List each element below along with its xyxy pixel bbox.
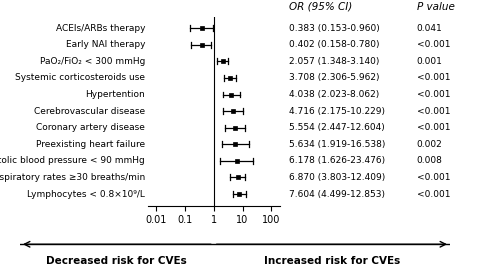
Text: 4.038 (2.023-8.062): 4.038 (2.023-8.062)	[289, 90, 379, 99]
Text: 0.001: 0.001	[417, 57, 442, 66]
Text: Systolic blood pressure < 90 mmHg: Systolic blood pressure < 90 mmHg	[0, 156, 145, 165]
Text: Hypertention: Hypertention	[85, 90, 145, 99]
Text: P value: P value	[417, 2, 455, 12]
Text: <0.001: <0.001	[417, 90, 450, 99]
Text: <0.001: <0.001	[417, 40, 450, 49]
Text: <0.001: <0.001	[417, 190, 450, 198]
Text: <0.001: <0.001	[417, 107, 450, 116]
Text: 0.002: 0.002	[417, 140, 442, 149]
Text: Early NAI therapy: Early NAI therapy	[66, 40, 145, 49]
Text: ACEIs/ARBs therapy: ACEIs/ARBs therapy	[56, 24, 145, 33]
Text: 7.604 (4.499-12.853): 7.604 (4.499-12.853)	[289, 190, 385, 198]
Text: PaO₂/FiO₂ < 300 mmHg: PaO₂/FiO₂ < 300 mmHg	[40, 57, 145, 66]
Text: Preexisting heart failure: Preexisting heart failure	[36, 140, 145, 149]
Text: <0.001: <0.001	[417, 123, 450, 132]
Text: Decreased risk for CVEs: Decreased risk for CVEs	[46, 256, 187, 266]
Text: 0.402 (0.158-0.780): 0.402 (0.158-0.780)	[289, 40, 380, 49]
Text: 5.554 (2.447-12.604): 5.554 (2.447-12.604)	[289, 123, 384, 132]
Text: 3.708 (2.306-5.962): 3.708 (2.306-5.962)	[289, 73, 380, 83]
Text: Coronary artery disease: Coronary artery disease	[36, 123, 145, 132]
Text: Lymphocytes < 0.8×10⁹/L: Lymphocytes < 0.8×10⁹/L	[27, 190, 145, 198]
Text: 0.383 (0.153-0.960): 0.383 (0.153-0.960)	[289, 24, 380, 33]
Text: Increased risk for CVEs: Increased risk for CVEs	[264, 256, 400, 266]
Text: 6.870 (3.803-12.409): 6.870 (3.803-12.409)	[289, 173, 385, 182]
Text: Respiratory rates ≥30 breaths/min: Respiratory rates ≥30 breaths/min	[0, 173, 145, 182]
Text: <0.001: <0.001	[417, 173, 450, 182]
Text: Cerebrovascular disease: Cerebrovascular disease	[34, 107, 145, 116]
Text: Systemic corticosteroids use: Systemic corticosteroids use	[15, 73, 145, 83]
Text: 0.041: 0.041	[417, 24, 442, 33]
Text: 2.057 (1.348-3.140): 2.057 (1.348-3.140)	[289, 57, 380, 66]
Text: 4.716 (2.175-10.229): 4.716 (2.175-10.229)	[289, 107, 385, 116]
Text: 0.008: 0.008	[417, 156, 442, 165]
Text: <0.001: <0.001	[417, 73, 450, 83]
Text: 5.634 (1.919-16.538): 5.634 (1.919-16.538)	[289, 140, 385, 149]
Text: OR (95% CI): OR (95% CI)	[289, 2, 352, 12]
Text: 6.178 (1.626-23.476): 6.178 (1.626-23.476)	[289, 156, 385, 165]
